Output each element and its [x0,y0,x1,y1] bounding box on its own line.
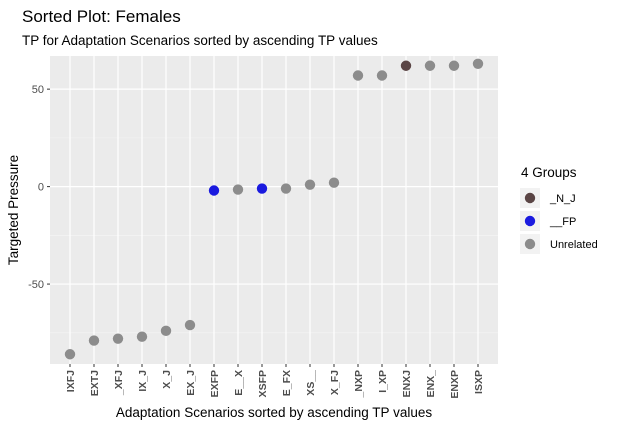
y-tick-label: 0 [38,182,44,194]
x-tick-label: EXTJ [89,370,101,396]
x-tick-label: X_FJ [329,370,341,395]
legend-key [524,215,536,227]
x-tick-label: E_FX [281,370,293,396]
data-point [64,349,76,360]
x-tick-label: XSFP [257,370,269,397]
data-point [376,70,388,81]
legend: 4 Groups _N_J __FP Unrelated [520,165,598,254]
legend-key [524,238,536,250]
x-tick-label: XS__ [305,370,317,396]
data-point [112,333,124,344]
y-axis: -50 0 50 [28,84,50,291]
y-tick-label: -50 [28,279,44,291]
data-point [448,60,460,71]
legend-key [524,192,536,204]
x-axis: IXFJ EXTJ _XFJ IX_J X_J EX_J EXFP E__X XSFP E_FX X… [65,364,485,399]
data-point [136,331,148,342]
chart-subtitle: TP for Adaptation Scenarios sorted by as… [22,33,378,48]
x-tick-label: ENXJ [401,370,413,398]
data-point [160,325,172,337]
data-point [424,60,436,71]
x-tick-label: E__X [233,370,245,396]
chart-title: Sorted Plot: Females [22,7,181,26]
plot-panel [50,56,498,364]
data-point [88,335,100,346]
y-tick-label: 50 [32,84,44,96]
data-point [304,179,316,190]
data-point [328,177,340,188]
x-tick-label: ISXP [473,370,485,394]
data-point [232,184,244,195]
data-point [400,60,412,71]
x-tick-label: _NXP [353,370,365,398]
data-points [64,58,484,360]
gridlines [50,56,498,364]
legend-label: __FP [549,216,576,228]
x-tick-label: I_XP [377,370,389,393]
legend-label: _N_J [549,193,576,205]
y-axis-title: Targeted Pressure [6,155,21,265]
x-tick-label: ENXP [449,370,461,399]
x-tick-label: EXFP [209,370,221,397]
x-tick-label: X_J [161,370,173,389]
legend-title: 4 Groups [521,165,577,180]
x-tick-label: ENX_ [425,370,437,398]
x-tick-label: _XFJ [113,370,125,396]
data-point [472,58,484,69]
x-axis-title: Adaptation Scenarios sorted by ascending… [116,405,432,420]
legend-label: Unrelated [550,239,598,251]
data-point [256,183,268,194]
x-tick-label: IX_J [137,370,149,392]
x-tick-label: IXFJ [65,370,77,392]
data-point [184,319,196,331]
data-point [208,185,220,196]
data-point [280,183,292,194]
x-tick-label: EX_J [185,370,197,396]
data-point [352,70,364,81]
